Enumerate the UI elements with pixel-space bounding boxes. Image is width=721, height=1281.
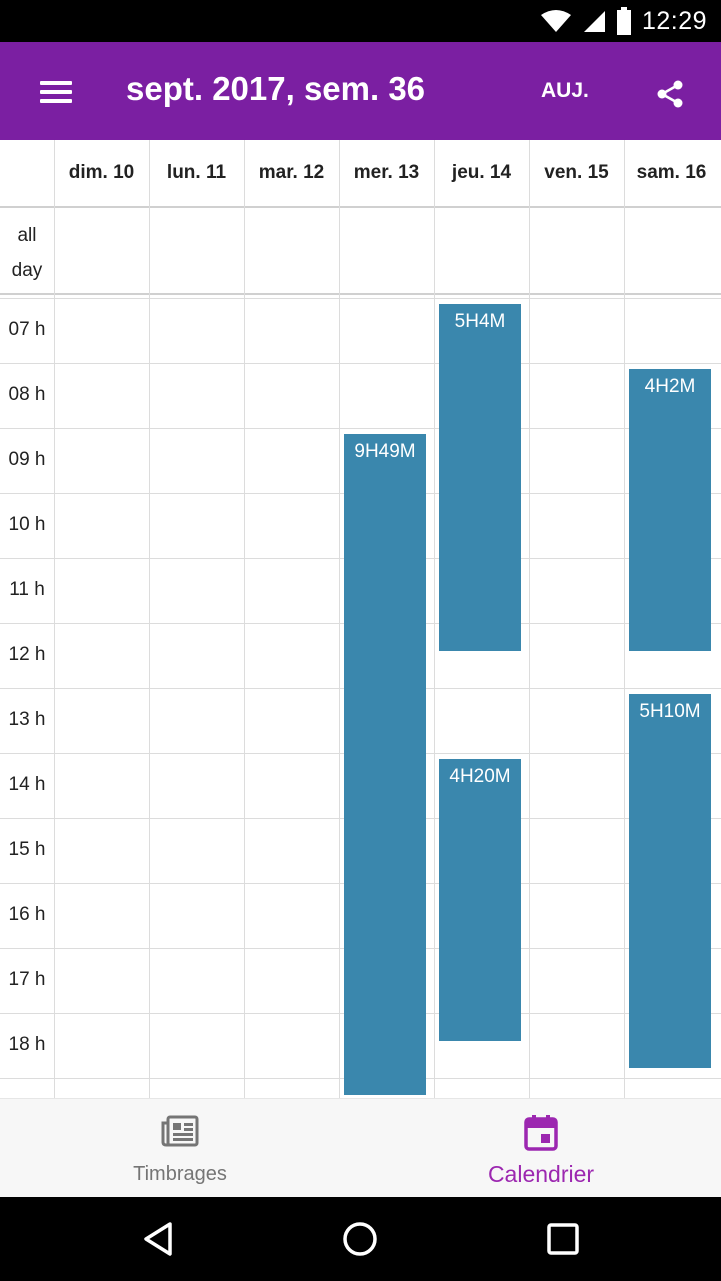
grid-column-divider	[149, 140, 150, 1098]
grid-column-divider	[339, 140, 340, 1098]
calendar-event[interactable]: 5H4M	[439, 304, 521, 652]
hour-label: 13 h	[8, 709, 46, 730]
grid-column-divider	[529, 140, 530, 1098]
hour-label: 11 h	[9, 579, 45, 600]
calendar-icon	[524, 1115, 558, 1151]
home-icon[interactable]	[340, 1219, 380, 1259]
share-icon[interactable]	[654, 78, 686, 110]
day-header[interactable]: mer. 13	[353, 162, 420, 183]
wifi-icon	[540, 10, 571, 32]
week-calendar-grid: all day dim. 10 lun. 11 mar. 12 mer. 13 jeu.…	[0, 140, 721, 1098]
menu-icon[interactable]	[36, 77, 76, 107]
day-header[interactable]: ven. 15	[544, 162, 609, 183]
cell-signal-icon	[583, 11, 605, 32]
system-navigation-bar	[0, 1197, 721, 1281]
status-time: 12:29	[641, 6, 707, 35]
nav-calendrier-label: Calendrier	[487, 1161, 595, 1187]
today-button[interactable]: AUJ.	[541, 79, 589, 102]
bottom-navigation: Timbrages Calendrier	[0, 1098, 721, 1197]
nav-calendrier[interactable]: Calendrier	[361, 1099, 721, 1198]
recents-icon[interactable]	[543, 1219, 583, 1259]
grid-line	[0, 298, 721, 299]
grid-line	[0, 363, 721, 364]
hour-label: 12 h	[8, 644, 46, 665]
hour-label: 15 h	[8, 839, 46, 860]
page-title: sept. 2017, sem. 36	[126, 70, 426, 107]
nav-timbrages-label: Timbrages	[133, 1163, 227, 1185]
hour-label: 14 h	[8, 774, 46, 795]
grid-column-divider	[244, 140, 245, 1098]
hour-label: 16 h	[8, 904, 46, 925]
day-header[interactable]: lun. 11	[166, 162, 227, 183]
calendar-event[interactable]: 4H2M	[629, 369, 711, 652]
grid-line	[0, 293, 721, 295]
grid-column-divider	[434, 140, 435, 1098]
nav-timbrages[interactable]: Timbrages	[0, 1099, 360, 1198]
grid-column-divider	[54, 140, 55, 1098]
grid-column-divider	[624, 140, 625, 1098]
day-header[interactable]: mar. 12	[258, 162, 325, 183]
app-bar: sept. 2017, sem. 36 AUJ.	[0, 42, 721, 140]
grid-line	[0, 206, 721, 208]
calendar-event[interactable]: 5H10M	[629, 694, 711, 1069]
status-bar: 12:29	[0, 0, 721, 42]
hour-label: 08 h	[8, 384, 46, 405]
hour-label: 09 h	[8, 449, 46, 470]
hour-label: 18 h	[8, 1034, 46, 1055]
calendar-event[interactable]: 4H20M	[439, 759, 521, 1042]
day-header[interactable]: dim. 10	[68, 162, 135, 183]
hour-label: 07 h	[8, 319, 46, 340]
back-icon[interactable]	[138, 1219, 178, 1259]
status-icons: 12:29	[540, 0, 707, 42]
calendar-event[interactable]: 9H49M	[344, 434, 426, 1096]
newspaper-icon	[161, 1115, 199, 1147]
hour-label: 10 h	[8, 514, 46, 535]
hour-label: 17 h	[8, 969, 46, 990]
day-header[interactable]: jeu. 14	[451, 162, 512, 183]
grid-line	[0, 428, 721, 429]
all-day-label: all day	[11, 225, 43, 281]
battery-icon	[616, 7, 631, 35]
day-header[interactable]: sam. 16	[636, 162, 707, 183]
